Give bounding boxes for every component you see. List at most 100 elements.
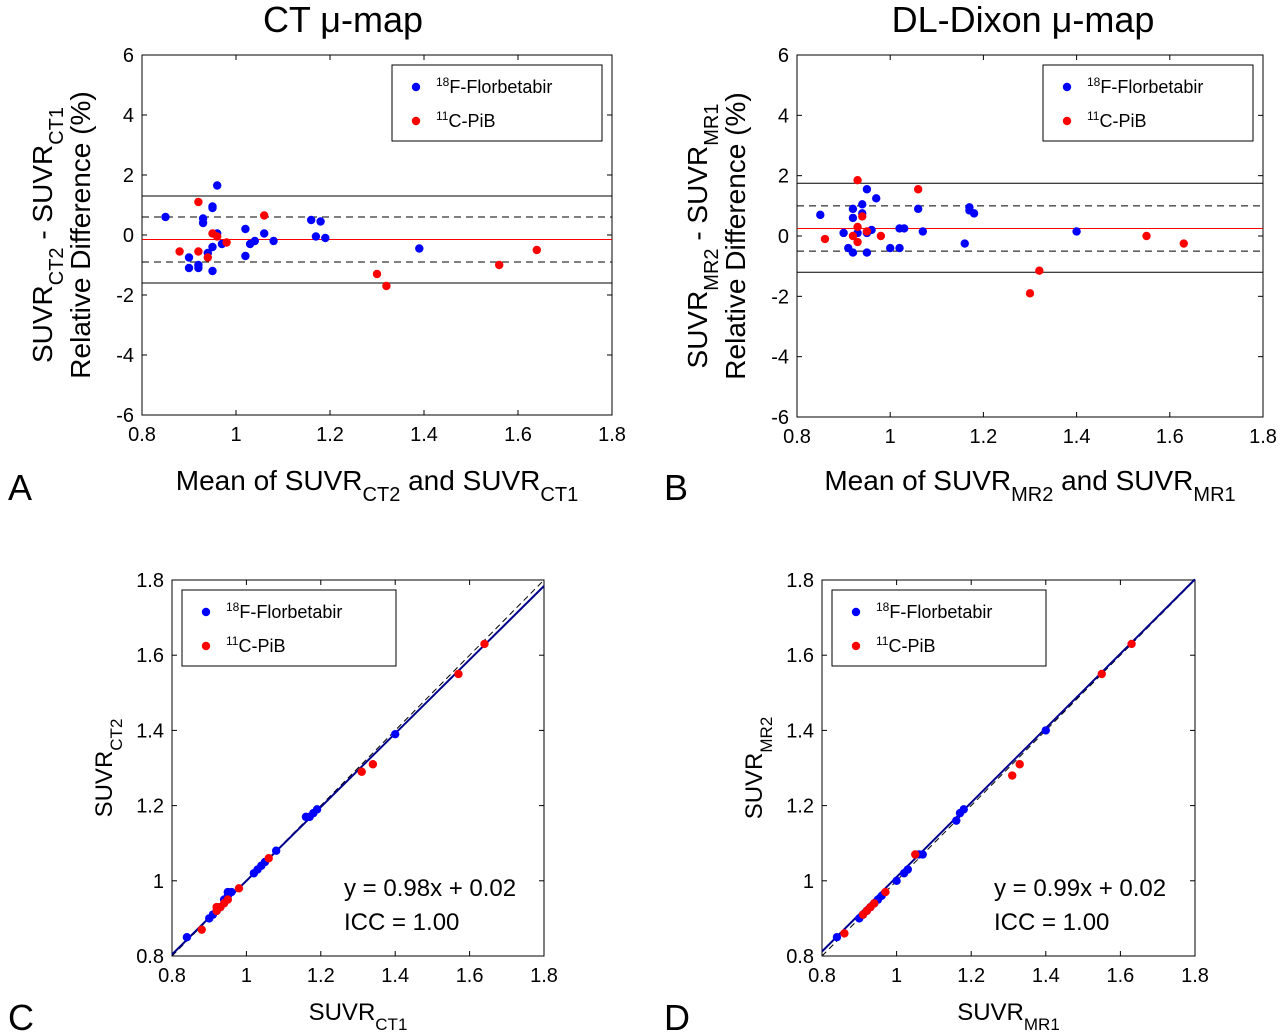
data-point-pib [223, 895, 232, 904]
legend-isotope-superscript: 18 [436, 75, 450, 89]
y-axis-label-sub: CT2 [107, 719, 126, 751]
x-axis-label-sub: CT1 [375, 1015, 407, 1034]
y-tick-label: 1 [803, 871, 814, 893]
y-tick-label: 1.4 [786, 720, 814, 742]
y-tick-label: 0 [123, 225, 134, 247]
x-tick-label: 1.8 [598, 424, 626, 446]
data-point-florbetabir [250, 236, 259, 246]
data-point-pib [911, 850, 920, 859]
y-tick-label: 1.4 [136, 720, 164, 742]
legend-isotope-superscript: 11 [1087, 109, 1100, 123]
title-dl-dixon-mumap: DL-Dixon μ-map [892, 0, 1155, 40]
x-axis-label-part: SUVR [309, 999, 376, 1026]
regression-equation: y = 0.99x + 0.02 [994, 875, 1166, 902]
data-point-pib [1127, 639, 1136, 649]
data-point-florbetabir [839, 228, 848, 238]
data-point-pib [357, 767, 366, 776]
data-point-florbetabir [952, 816, 961, 825]
x-tick-label: 1 [891, 965, 902, 987]
x-axis-label: Mean of SUVRMR2 and SUVRMR1 [824, 465, 1235, 506]
y-axis-label-line2: SUVRMR2 - SUVRMR1 [682, 104, 723, 369]
x-axis-label-sub: CT2 [363, 484, 401, 506]
y-tick-label: -2 [771, 286, 789, 308]
title-ct-mumap: CT μ-map [263, 0, 423, 40]
data-point-pib [853, 237, 862, 247]
data-point-florbetabir [886, 243, 895, 253]
data-point-pib [203, 253, 212, 262]
data-point-pib [858, 212, 867, 221]
legend-marker [851, 607, 861, 617]
legend-isotope-superscript: 11 [876, 634, 889, 648]
data-point-pib [1097, 669, 1106, 679]
y-tick-label: -6 [116, 405, 134, 427]
legend-tracer-name: F-Florbetabir [1100, 77, 1203, 97]
x-axis-label-sub: CT1 [540, 484, 578, 506]
data-point-pib [1008, 771, 1017, 780]
legend-isotope-superscript: 18 [1087, 75, 1101, 89]
x-tick-label: 1.4 [381, 965, 409, 987]
data-point-pib [194, 197, 203, 207]
y-axis-label-line1: Relative Difference (%) [65, 91, 96, 378]
x-tick-label: 1 [241, 965, 252, 987]
y-axis-label-line2-part: - SUVR [27, 145, 58, 248]
x-axis-label: SUVRCT1 [309, 999, 408, 1034]
data-point-pib [840, 929, 849, 938]
data-point-florbetabir [208, 242, 217, 252]
x-axis-label-sub: MR1 [1193, 484, 1235, 506]
y-tick-label: 0.8 [136, 946, 164, 968]
y-axis-label-line2-part: - SUVR [682, 146, 713, 249]
data-point-pib [382, 281, 391, 291]
y-axis-label-sub: MR2 [757, 717, 776, 753]
legend-tracer-name: F-Florbetabir [449, 77, 552, 97]
data-point-florbetabir [872, 194, 881, 203]
data-point-florbetabir [182, 933, 192, 942]
x-axis-label-part: SUVR [957, 999, 1024, 1026]
data-point-florbetabir [918, 850, 927, 859]
x-tick-label: 1 [230, 424, 241, 446]
icc-value: ICC = 1.00 [994, 909, 1109, 936]
data-point-florbetabir [862, 185, 872, 194]
data-point-pib [197, 925, 206, 934]
y-tick-label: -2 [116, 285, 134, 307]
data-point-pib [213, 232, 222, 241]
x-tick-label: 1 [885, 426, 896, 448]
legend-entry-label: 18F-Florbetabir [876, 600, 992, 622]
x-tick-label: 1.2 [316, 424, 344, 446]
x-axis-label-part: and SUVR [1053, 465, 1193, 496]
data-point-pib [368, 760, 378, 769]
x-tick-label: 1.8 [1181, 965, 1209, 987]
y-tick-label: 6 [123, 45, 134, 67]
x-tick-label: 0.8 [158, 965, 186, 987]
x-axis-label-sub: MR1 [1024, 1015, 1060, 1034]
x-axis-label: SUVRMR1 [957, 999, 1060, 1034]
legend-box [181, 589, 397, 667]
data-point-pib [260, 211, 269, 220]
data-point-pib [532, 245, 541, 255]
legend-entry-label: 18F-Florbetabir [436, 75, 552, 97]
panel-letter-d: D [664, 997, 690, 1034]
x-axis-label-part: Mean of SUVR [824, 465, 1011, 496]
y-tick-label: 1.2 [136, 796, 164, 818]
chart-panel-d: 0.8 1 1.2 1.4 1.6 1.80.811.21.41.61.8SUVRMR1S… [741, 570, 1209, 1034]
plot-frame-c [171, 579, 545, 957]
x-tick-label: 0.8 [128, 424, 156, 446]
x-tick-label: 1.2 [969, 426, 997, 448]
data-point-florbetabir [321, 233, 330, 243]
x-tick-label: 1.4 [410, 424, 438, 446]
data-point-florbetabir [816, 210, 825, 220]
data-point-florbetabir [184, 263, 194, 273]
y-tick-label: 1 [153, 871, 164, 893]
x-tick-label: 0.8 [808, 965, 836, 987]
data-point-pib [1015, 760, 1024, 769]
data-point-florbetabir [862, 248, 872, 257]
legend-entry-label: 11C-PiB [1087, 109, 1146, 131]
data-point-florbetabir [312, 805, 322, 814]
legend-marker [201, 641, 211, 651]
data-point-florbetabir [227, 887, 236, 897]
data-point-pib [848, 231, 858, 241]
